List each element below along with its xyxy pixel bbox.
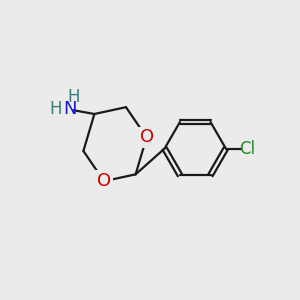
Text: Cl: Cl	[239, 140, 256, 158]
Text: O: O	[97, 172, 111, 190]
Text: N: N	[64, 100, 77, 118]
Text: O: O	[140, 128, 154, 146]
Text: H: H	[49, 100, 61, 118]
Text: H: H	[68, 88, 80, 106]
